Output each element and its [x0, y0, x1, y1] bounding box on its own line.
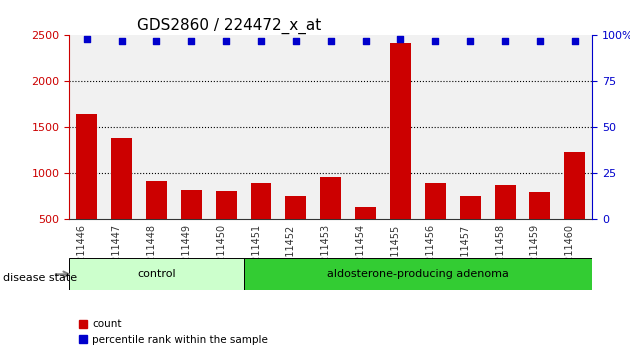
- Point: [221, 38, 231, 44]
- Bar: [348, 35, 383, 219]
- Point: [186, 38, 197, 44]
- FancyBboxPatch shape: [69, 258, 244, 290]
- Point: [430, 38, 440, 44]
- Bar: [209, 35, 244, 219]
- Bar: [76, 114, 97, 219]
- Point: [117, 38, 127, 44]
- Bar: [251, 183, 272, 219]
- Point: [360, 38, 370, 44]
- Bar: [139, 35, 174, 219]
- Point: [535, 38, 545, 44]
- Point: [326, 38, 336, 44]
- Bar: [244, 35, 278, 219]
- Point: [82, 36, 92, 42]
- Bar: [564, 152, 585, 219]
- Bar: [495, 184, 515, 219]
- Bar: [390, 43, 411, 219]
- Text: disease state: disease state: [3, 273, 77, 283]
- Bar: [460, 196, 481, 219]
- Legend: count, percentile rank within the sample: count, percentile rank within the sample: [74, 315, 272, 349]
- Text: GDS2860 / 224472_x_at: GDS2860 / 224472_x_at: [137, 18, 321, 34]
- Point: [291, 38, 301, 44]
- Point: [570, 38, 580, 44]
- Bar: [174, 35, 209, 219]
- Bar: [181, 190, 202, 219]
- Bar: [285, 196, 306, 219]
- Point: [500, 38, 510, 44]
- Point: [396, 36, 406, 42]
- Bar: [488, 35, 522, 219]
- Bar: [522, 35, 558, 219]
- Bar: [529, 192, 551, 219]
- Bar: [111, 138, 132, 219]
- Bar: [418, 35, 453, 219]
- Bar: [355, 207, 376, 219]
- Point: [151, 38, 161, 44]
- Text: control: control: [137, 269, 176, 279]
- Bar: [146, 181, 167, 219]
- Bar: [104, 35, 139, 219]
- Point: [256, 38, 266, 44]
- Bar: [558, 35, 592, 219]
- Bar: [383, 35, 418, 219]
- Bar: [69, 35, 104, 219]
- Bar: [313, 35, 348, 219]
- Bar: [278, 35, 313, 219]
- FancyBboxPatch shape: [244, 258, 592, 290]
- Text: aldosterone-producing adenoma: aldosterone-producing adenoma: [327, 269, 509, 279]
- Bar: [215, 191, 237, 219]
- Bar: [425, 183, 446, 219]
- Point: [465, 38, 475, 44]
- Bar: [453, 35, 488, 219]
- Bar: [320, 177, 341, 219]
